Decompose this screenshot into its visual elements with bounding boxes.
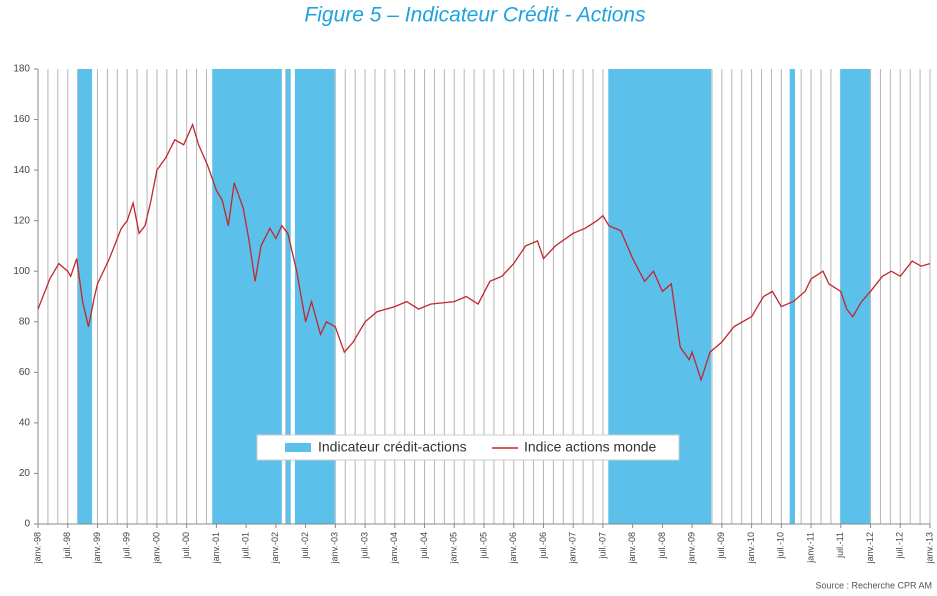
x-tick-label: janv.-05 (449, 532, 459, 564)
y-tick-label: 60 (19, 367, 31, 378)
x-tick-label: janv.-08 (627, 532, 637, 564)
legend-label: Indicateur crédit-actions (318, 439, 467, 455)
y-tick-label: 100 (13, 266, 30, 277)
x-tick-label: juil.-99 (122, 532, 132, 560)
legend-swatch (285, 443, 311, 452)
x-tick-label: juil.-06 (538, 532, 548, 560)
x-tick-label: janv.-12 (865, 532, 875, 564)
y-tick-label: 160 (13, 114, 30, 125)
x-tick-label: juil.-11 (835, 532, 845, 559)
y-tick-label: 40 (19, 418, 31, 429)
x-tick-label: juil.-09 (716, 532, 726, 560)
legend-box (256, 434, 680, 461)
x-tick-label: janv.-02 (270, 532, 280, 564)
y-tick-label: 20 (19, 468, 31, 479)
indicator-period (285, 69, 291, 524)
source-note: Source : Recherche CPR AM (815, 580, 932, 590)
x-tick-label: janv.-00 (151, 532, 161, 564)
x-tick-label: juil.-02 (300, 532, 310, 560)
x-tick-label: janv.-99 (92, 532, 102, 564)
chart-title: Figure 5 – Indicateur Crédit - Actions (304, 4, 646, 27)
y-tick-label: 120 (13, 215, 30, 226)
x-tick-label: juil.-03 (359, 532, 369, 560)
index-line (37, 122, 931, 383)
x-tick-label: juil.-00 (181, 532, 191, 560)
y-tick-label: 80 (19, 316, 31, 327)
x-tick-label: janv.-03 (330, 532, 340, 564)
x-tick-label: janv.-11 (805, 532, 815, 564)
x-tick-label: janv.-09 (687, 532, 697, 564)
indicator-period (789, 69, 796, 524)
y-tick-label: 180 (13, 64, 30, 75)
legend-label: Indice actions monde (524, 439, 657, 455)
indicator-period (77, 69, 93, 524)
x-tick-label: juil.-98 (62, 532, 72, 560)
x-tick-label: juil.-08 (657, 532, 667, 560)
x-tick-label: juil.-04 (419, 532, 429, 560)
x-tick-label: janv.-06 (508, 532, 518, 564)
x-tick-label: janv.-01 (211, 532, 221, 564)
x-tick-label: juil.-10 (776, 532, 786, 560)
indicator-period (840, 69, 870, 524)
x-tick-label: janv.-13 (924, 532, 934, 564)
legend: Indicateur crédit-actions Indice actions … (256, 434, 680, 461)
x-tick-label: juil.-01 (241, 532, 251, 560)
x-tick-label: janv.-07 (568, 532, 578, 564)
y-tick-label: 140 (13, 165, 30, 176)
x-tick-label: juil.-07 (597, 532, 607, 560)
x-tick-label: janv.-10 (746, 532, 756, 564)
y-tick-label: 0 (24, 519, 30, 530)
x-tick-label: juil.-05 (478, 532, 488, 560)
x-tick-label: janv.-98 (32, 532, 42, 564)
x-tick-label: juil.-12 (895, 532, 905, 560)
x-tick-label: janv.-04 (389, 532, 399, 564)
